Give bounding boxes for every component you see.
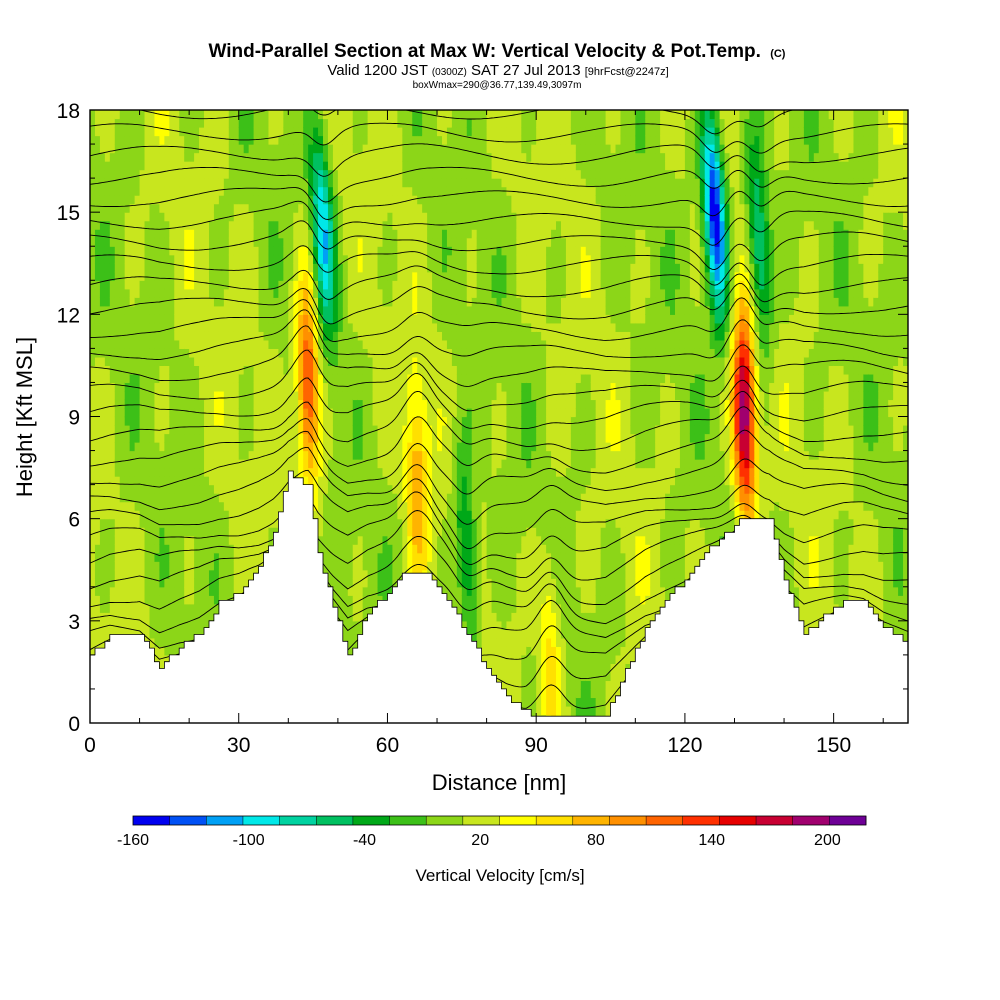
isentrope-contour: [90, 220, 908, 270]
isentrope-contour: [90, 349, 908, 412]
y-tick-label: 12: [57, 304, 80, 327]
colorbar-swatch: [719, 816, 757, 825]
isentrope-contour: [90, 446, 908, 525]
colorbar-tick-label: -40: [353, 832, 376, 849]
isentrope-contour: [90, 429, 908, 495]
colorbar-tick-label: 200: [814, 832, 841, 849]
colorbar-swatch: [279, 816, 317, 825]
isentrope-contour: [90, 245, 908, 286]
colorbar-tick-label: -160: [117, 832, 149, 849]
x-tick-label: 120: [667, 734, 702, 757]
y-tick-label: 6: [68, 509, 80, 532]
x-tick-label: 90: [525, 734, 548, 757]
colorbar: -160 -100 -40 20 80 140 200: [117, 815, 867, 849]
x-axis: 0 30 60 90 120 150: [84, 110, 884, 757]
plot-area: [90, 110, 908, 723]
colorbar-tick-label: 140: [698, 832, 725, 849]
colorbar-swatch: [242, 816, 280, 825]
isentrope-contour: [138, 110, 795, 135]
isentrope-contour: [90, 297, 908, 342]
subtitle-box: boxWmax=290@36.77,139.49,3097m: [413, 80, 582, 91]
y-tick-label: 18: [57, 100, 80, 123]
colorbar-swatch: [682, 816, 720, 825]
y-axis-label: Height [Kft MSL]: [12, 337, 37, 497]
colorbar-swatch: [389, 816, 427, 825]
y-axis: 0 3 6 9 12 15 18: [57, 100, 908, 736]
x-tick-label: 60: [376, 734, 399, 757]
x-axis-label: Distance [nm]: [432, 770, 567, 795]
isentrope-contour: [90, 282, 908, 325]
colorbar-swatch: [206, 816, 244, 825]
colorbar-tick-label: 20: [471, 832, 489, 849]
isentrope-contour: [90, 143, 908, 177]
colorbar-swatch: [133, 816, 171, 825]
y-tick-label: 0: [68, 713, 80, 736]
y-tick-label: 15: [57, 202, 80, 225]
colorbar-swatch: [499, 816, 537, 825]
isentrope-contour: [90, 200, 908, 246]
colorbar-swatch: [646, 816, 684, 825]
colorbar-tick-label: -100: [233, 832, 265, 849]
colorbar-swatch: [316, 816, 354, 825]
subtitle-valid: Valid 1200 JST: [327, 62, 427, 79]
x-tick-label: 0: [84, 734, 96, 757]
isentrope-contour: [90, 390, 908, 451]
colorbar-swatch: [756, 816, 794, 825]
isentrope-contour: [90, 187, 908, 220]
colorbar-swatch: [609, 816, 647, 825]
subtitle-utc: (0300Z): [432, 67, 467, 78]
colorbar-swatch: [792, 816, 830, 825]
isentrope-contour: [90, 325, 908, 387]
colorbar-tick-label: 80: [587, 832, 605, 849]
isentrope-contour: [90, 122, 908, 154]
y-tick-label: 9: [68, 407, 80, 430]
colorbar-title: Vertical Velocity [cm/s]: [415, 866, 584, 885]
colorbar-swatch: [352, 816, 390, 825]
colorbar-swatch: [462, 816, 500, 825]
x-tick-label: 30: [227, 734, 250, 757]
y-tick-label: 3: [68, 611, 80, 634]
isentrope-contour: [90, 166, 908, 203]
isentrope-contour: [90, 406, 908, 474]
terrain-mask: [90, 470, 908, 723]
isentrope-contour: [90, 265, 908, 303]
isentrope-contour: [90, 469, 908, 550]
subtitle-fcst: [9hrFcst@2247z]: [585, 66, 669, 78]
chart-title: Wind-Parallel Section at Max W: Vertical…: [209, 41, 786, 62]
chart-subtitle: Valid 1200 JST (0300Z) SAT 27 Jul 2013 […: [327, 62, 668, 79]
subtitle-date: SAT 27 Jul 2013: [471, 62, 581, 79]
chart-title-text: Wind-Parallel Section at Max W: Vertical…: [209, 41, 761, 62]
colorbar-swatch: [169, 816, 207, 825]
x-tick-label: 150: [816, 734, 851, 757]
chart-title-mark: (C): [770, 48, 786, 60]
colorbar-swatch: [536, 816, 574, 825]
isentrope-contour: [90, 309, 908, 361]
colorbar-swatch: [829, 816, 867, 825]
isentrope-contour: [90, 372, 908, 430]
colorbar-swatch: [572, 816, 610, 825]
colorbar-swatch: [426, 816, 464, 825]
